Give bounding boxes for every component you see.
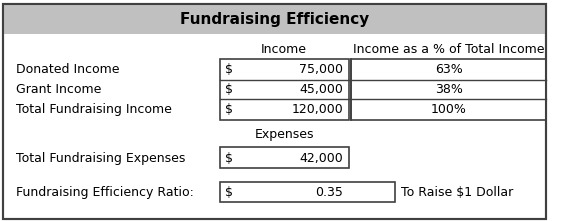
Text: 0.35: 0.35 — [315, 186, 343, 199]
Text: To Raise $1 Dollar: To Raise $1 Dollar — [401, 186, 513, 199]
Text: Income as a % of Total Income: Income as a % of Total Income — [353, 43, 545, 56]
Text: 63%: 63% — [435, 63, 463, 76]
Text: 42,000: 42,000 — [299, 152, 343, 164]
Text: 75,000: 75,000 — [299, 63, 343, 76]
Text: Fundraising Efficiency Ratio:: Fundraising Efficiency Ratio: — [16, 186, 194, 199]
Text: $: $ — [225, 83, 233, 96]
Text: $: $ — [225, 186, 233, 199]
Text: Total Fundraising Income: Total Fundraising Income — [16, 103, 172, 116]
Text: Fundraising Efficiency: Fundraising Efficiency — [180, 12, 369, 27]
Text: 38%: 38% — [435, 83, 463, 96]
FancyBboxPatch shape — [351, 59, 546, 120]
Text: Total Fundraising Expenses: Total Fundraising Expenses — [16, 152, 186, 164]
Text: Income: Income — [261, 43, 307, 56]
Text: Expenses: Expenses — [254, 128, 314, 141]
Text: Donated Income: Donated Income — [16, 63, 120, 76]
FancyBboxPatch shape — [220, 182, 396, 202]
Text: 100%: 100% — [431, 103, 467, 116]
Text: $: $ — [225, 152, 233, 164]
FancyBboxPatch shape — [220, 147, 349, 168]
FancyBboxPatch shape — [220, 59, 349, 120]
FancyBboxPatch shape — [3, 4, 546, 219]
Text: $: $ — [225, 63, 233, 76]
FancyBboxPatch shape — [3, 4, 546, 34]
Text: $: $ — [225, 103, 233, 116]
Text: 120,000: 120,000 — [292, 103, 343, 116]
Text: Grant Income: Grant Income — [16, 83, 102, 96]
Text: 45,000: 45,000 — [299, 83, 343, 96]
